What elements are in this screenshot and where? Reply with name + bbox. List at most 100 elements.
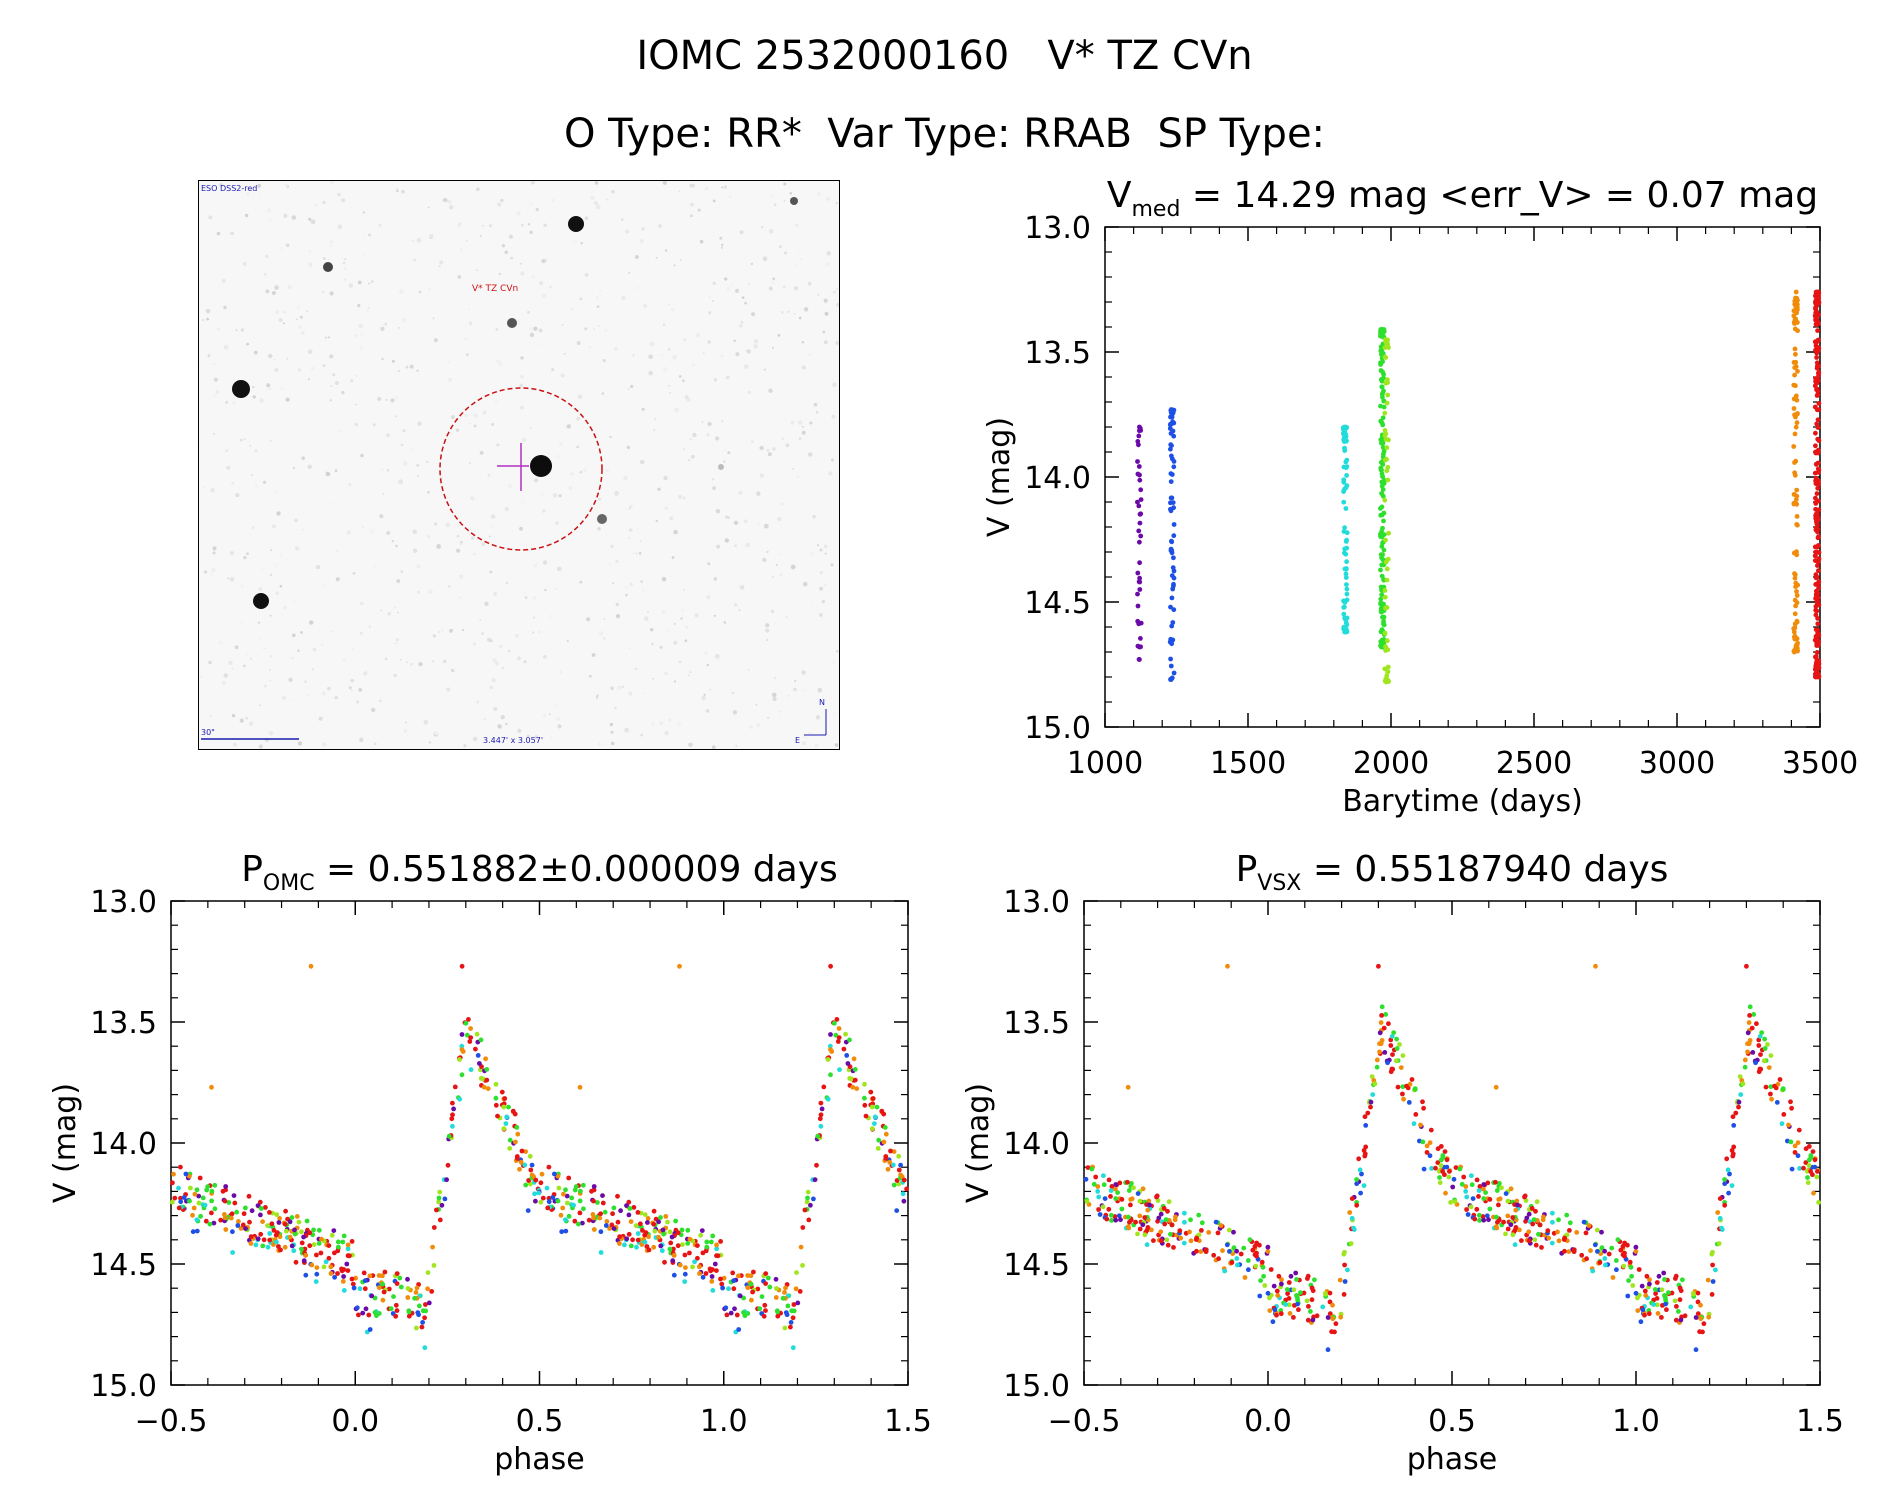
sky-noise-speck: [734, 603, 738, 607]
data-point: [303, 1252, 309, 1258]
data-point: [188, 1185, 193, 1191]
data-point: [1816, 296, 1821, 301]
sky-noise-speck: [355, 374, 358, 377]
data-point: [293, 1259, 299, 1265]
data-point: [1795, 328, 1800, 334]
data-point: [577, 1210, 583, 1216]
data-point: [1220, 1248, 1225, 1253]
data-point: [328, 1271, 334, 1276]
data-point: [1446, 1174, 1452, 1180]
sky-noise-speck: [830, 458, 834, 462]
data-point: [821, 1084, 827, 1090]
sky-noise-speck: [391, 359, 395, 363]
data-point: [712, 1261, 718, 1267]
data-point: [1567, 1228, 1572, 1233]
data-point: [1344, 559, 1349, 565]
data-point: [1305, 1276, 1310, 1281]
sky-noise-speck: [395, 188, 398, 190]
data-point: [1693, 1347, 1699, 1353]
data-point: [276, 1244, 281, 1249]
data-point: [1145, 1207, 1151, 1213]
data-point: [782, 1325, 788, 1331]
data-point: [234, 1209, 240, 1215]
data-point: [1295, 1301, 1300, 1307]
data-point: [658, 1243, 664, 1249]
data-point: [1138, 487, 1144, 493]
data-point: [265, 1244, 271, 1250]
data-point: [1283, 1302, 1288, 1307]
data-point: [1218, 1223, 1224, 1228]
data-point: [1171, 555, 1176, 561]
data-point: [1438, 1144, 1444, 1149]
data-point: [209, 1188, 215, 1194]
sky-noise-speck: [436, 544, 441, 549]
data-point: [1138, 497, 1144, 502]
data-point: [1168, 636, 1174, 642]
sky-noise-speck: [384, 657, 388, 661]
data-point: [1487, 1197, 1493, 1202]
data-point: [269, 1221, 275, 1227]
data-point: [1505, 1198, 1511, 1204]
sky-noise-speck: [766, 638, 769, 642]
data-point: [651, 1244, 657, 1250]
sky-noise-speck: [617, 685, 622, 691]
data-point: [1463, 1189, 1469, 1194]
data-point: [1341, 499, 1347, 505]
data-point: [615, 1193, 620, 1199]
data-point: [1344, 530, 1350, 536]
sky-noise-speck: [483, 718, 486, 721]
data-point: [1762, 1046, 1768, 1051]
data-point: [1794, 600, 1800, 606]
data-point: [1391, 1030, 1397, 1035]
x-tick-label: 1.5: [884, 1404, 932, 1439]
sky-noise-speck: [708, 688, 712, 691]
data-point: [1343, 571, 1349, 577]
chart-title: Vmed = 14.29 mag <err_V> = 0.07 mag: [1107, 175, 1818, 222]
data-point: [405, 1295, 411, 1300]
sky-noise-speck: [400, 443, 404, 447]
data-point: [1268, 1267, 1274, 1272]
data-point: [369, 1293, 375, 1299]
data-point: [1763, 1084, 1769, 1090]
data-point: [1795, 1140, 1801, 1146]
data-point: [1590, 1268, 1596, 1274]
data-point: [1382, 630, 1388, 636]
data-point: [506, 1104, 511, 1110]
sky-noise-speck: [293, 601, 296, 603]
data-point: [759, 1294, 765, 1299]
sky-noise-speck: [213, 393, 217, 397]
data-point: [1171, 522, 1177, 527]
data-point: [1342, 615, 1347, 621]
sky-noise-speck: [488, 535, 491, 538]
data-point: [1541, 1214, 1546, 1220]
data-point: [1474, 1177, 1480, 1183]
data-point: [351, 1285, 357, 1291]
data-point: [1169, 641, 1175, 647]
sky-noise-speck: [493, 707, 498, 711]
data-point: [1610, 1275, 1616, 1280]
sky-noise-speck: [209, 714, 212, 717]
data-point: [1510, 1232, 1516, 1238]
data-point: [720, 1285, 725, 1291]
data-point: [1613, 1258, 1619, 1263]
sky-noise-speck: [678, 495, 682, 499]
sky-noise-speck: [455, 428, 460, 432]
data-point: [1715, 1210, 1721, 1215]
data-point: [1487, 1206, 1493, 1212]
sky-noise-speck: [491, 678, 496, 683]
sky-noise-speck: [520, 271, 525, 276]
data-point: [1178, 1235, 1184, 1241]
data-point: [1794, 420, 1800, 426]
sky-noise-speck: [412, 529, 417, 534]
data-point: [1378, 460, 1384, 465]
sky-noise-speck: [651, 642, 654, 646]
data-point: [1510, 1215, 1516, 1220]
data-point: [1357, 1167, 1363, 1173]
sky-noise-speck: [307, 694, 310, 697]
data-point: [1766, 1065, 1772, 1070]
data-point: [1786, 1122, 1791, 1128]
data-point: [904, 1186, 909, 1192]
sky-noise-speck: [350, 689, 353, 692]
data-point: [314, 1252, 319, 1258]
data-point: [1361, 1183, 1367, 1188]
